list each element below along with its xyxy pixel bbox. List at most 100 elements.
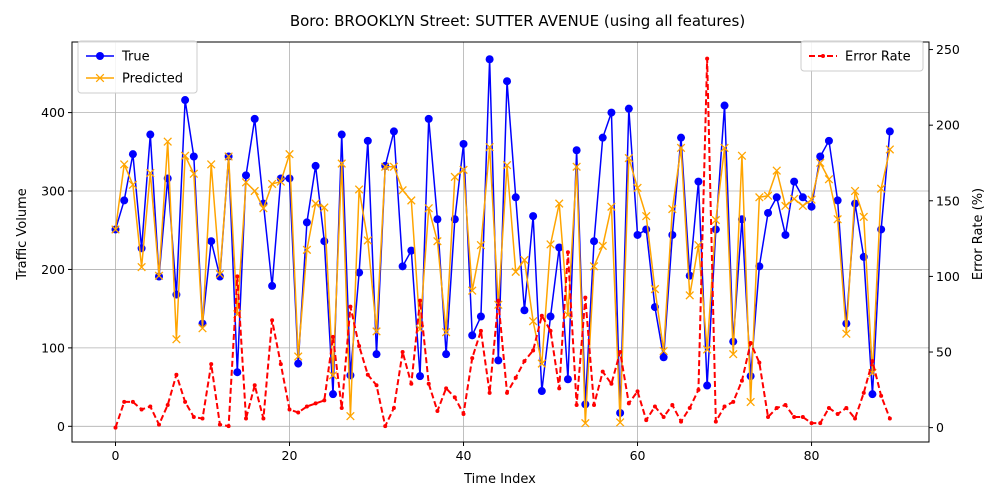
point-error-rate bbox=[113, 425, 118, 430]
point-predicted bbox=[250, 186, 259, 196]
point-error-rate bbox=[174, 372, 179, 377]
point-predicted bbox=[807, 195, 816, 204]
y-axis-title: Traffic Volume bbox=[15, 188, 30, 281]
y-tick-label: 0 bbox=[57, 419, 65, 434]
point-true bbox=[233, 368, 242, 377]
point-true bbox=[746, 372, 755, 381]
point-error-rate bbox=[679, 419, 684, 424]
point-error-rate bbox=[609, 381, 614, 386]
point-error-rate bbox=[635, 389, 640, 394]
point-predicted bbox=[546, 240, 555, 249]
point-true bbox=[590, 237, 599, 246]
point-predicted bbox=[598, 241, 607, 251]
point-error-rate bbox=[618, 350, 623, 355]
point-predicted bbox=[398, 185, 407, 195]
point-predicted bbox=[163, 137, 172, 146]
grid bbox=[72, 42, 929, 442]
point-true bbox=[459, 139, 468, 148]
point-predicted bbox=[502, 160, 512, 170]
point-error-rate bbox=[644, 418, 649, 423]
point-error-rate bbox=[487, 390, 492, 395]
point-predicted bbox=[728, 349, 738, 359]
point-error-rate bbox=[122, 399, 127, 404]
point-true bbox=[546, 312, 555, 321]
point-predicted bbox=[781, 201, 790, 211]
point-true bbox=[772, 193, 781, 202]
point-true bbox=[337, 130, 346, 139]
point-predicted bbox=[615, 418, 625, 427]
point-error-rate bbox=[461, 412, 466, 417]
point-error-rate bbox=[696, 387, 701, 392]
point-predicted bbox=[589, 262, 599, 271]
y-tick-label: 400 bbox=[41, 105, 65, 120]
point-true bbox=[642, 225, 651, 234]
y-tick-label: 200 bbox=[41, 262, 65, 277]
point-predicted bbox=[363, 236, 373, 245]
point-predicted bbox=[581, 418, 590, 428]
point-true bbox=[416, 372, 425, 381]
point-error-rate bbox=[670, 402, 675, 407]
point-predicted bbox=[346, 411, 355, 421]
legend-left: True Predicted bbox=[77, 40, 198, 94]
point-predicted bbox=[641, 211, 651, 221]
point-true bbox=[503, 77, 512, 86]
y2-tick-label: 200 bbox=[936, 118, 960, 133]
x-tick-label: 40 bbox=[456, 448, 472, 463]
point-predicted bbox=[450, 172, 460, 182]
point-predicted bbox=[407, 196, 416, 205]
point-error-rate bbox=[217, 422, 222, 427]
point-true bbox=[807, 202, 816, 211]
y2-tick-label: 250 bbox=[936, 42, 960, 57]
point-predicted bbox=[528, 316, 538, 326]
series-line-predicted bbox=[114, 140, 891, 424]
point-error-rate bbox=[374, 383, 379, 388]
point-error-rate bbox=[183, 399, 188, 404]
point-predicted bbox=[354, 185, 364, 194]
point-error-rate bbox=[365, 372, 370, 377]
point-predicted bbox=[676, 143, 686, 153]
point-predicted bbox=[842, 329, 851, 339]
legend-marker-error-rate bbox=[821, 54, 825, 58]
point-true bbox=[798, 193, 807, 202]
point-true bbox=[764, 208, 773, 217]
point-error-rate bbox=[592, 402, 597, 407]
point-predicted bbox=[702, 345, 712, 354]
point-error-rate bbox=[853, 416, 858, 421]
point-true bbox=[624, 104, 633, 113]
point-predicted bbox=[720, 143, 729, 153]
point-predicted bbox=[511, 267, 520, 277]
point-predicted bbox=[380, 162, 390, 171]
point-true bbox=[329, 390, 338, 399]
point-predicted bbox=[206, 160, 216, 169]
point-predicted bbox=[485, 142, 494, 152]
point-error-rate bbox=[418, 298, 423, 303]
point-error-rate bbox=[478, 328, 483, 333]
point-predicted bbox=[267, 179, 277, 189]
point-true bbox=[389, 127, 398, 136]
point-predicted bbox=[876, 184, 886, 193]
point-error-rate bbox=[452, 395, 457, 400]
point-error-rate bbox=[426, 381, 431, 386]
point-predicted bbox=[180, 151, 190, 160]
point-error-rate bbox=[331, 334, 336, 339]
point-error-rate bbox=[244, 416, 249, 421]
point-error-rate bbox=[261, 416, 266, 421]
point-true bbox=[207, 237, 216, 246]
point-true bbox=[242, 171, 251, 180]
point-error-rate bbox=[409, 381, 414, 386]
point-true bbox=[398, 262, 407, 271]
point-true bbox=[128, 150, 137, 159]
point-error-rate bbox=[800, 415, 805, 420]
point-predicted bbox=[302, 245, 312, 255]
x-tick-label: 0 bbox=[112, 448, 120, 463]
point-predicted bbox=[763, 191, 773, 200]
point-predicted bbox=[372, 327, 381, 336]
point-true bbox=[703, 381, 712, 390]
point-error-rate bbox=[748, 340, 753, 345]
point-predicted bbox=[389, 162, 399, 171]
point-true bbox=[346, 371, 355, 380]
point-error-rate bbox=[731, 399, 736, 404]
point-predicted bbox=[198, 324, 207, 333]
point-true bbox=[268, 281, 277, 290]
point-error-rate bbox=[391, 405, 396, 410]
